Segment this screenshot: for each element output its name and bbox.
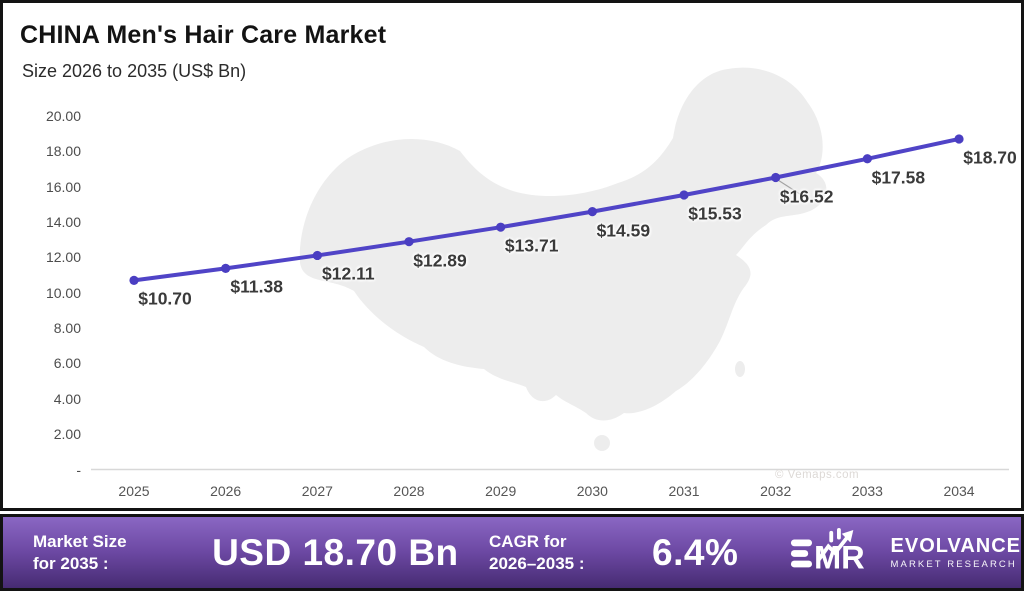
x-axis-tick: 2025 xyxy=(118,483,150,499)
data-point-marker xyxy=(587,207,597,217)
label-leader-line xyxy=(778,180,805,198)
y-axis-tick: 16.00 xyxy=(45,178,81,195)
emr-logo-tagline: MARKET RESEARCH xyxy=(890,558,1017,570)
chart-panel: CHINA Men's Hair Care Market Size 2026 t… xyxy=(0,0,1024,511)
data-point-marker xyxy=(771,172,781,183)
data-point-marker xyxy=(496,222,506,232)
data-point-label: $10.70 xyxy=(138,288,192,309)
cagr-label-line2: 2026–2035 : xyxy=(489,553,585,573)
x-axis-tick: 2031 xyxy=(668,483,700,499)
data-point-label: $14.59 xyxy=(596,220,651,241)
x-axis-tick: 2032 xyxy=(760,483,792,499)
x-axis-tick: 2030 xyxy=(576,483,608,499)
data-point-marker xyxy=(862,154,872,164)
emr-logo-mark-icon: MR xyxy=(790,527,864,575)
data-point-marker xyxy=(129,275,139,285)
china-map-watermark xyxy=(288,63,888,463)
y-axis-tick: 14.00 xyxy=(45,214,81,231)
market-size-label: Market Size for 2035 : xyxy=(33,531,182,574)
vemaps-watermark: © Vemaps.com xyxy=(775,469,860,481)
data-point-marker xyxy=(679,190,689,200)
cagr-label: CAGR for 2026–2035 : xyxy=(489,531,616,574)
y-axis-tick: - xyxy=(76,461,81,478)
data-point-marker xyxy=(404,237,414,247)
emr-logo: MR EVOLVANCE MARKET RESEARCH xyxy=(789,527,1022,579)
summary-banner: Market Size for 2035 : USD 18.70 Bn CAGR… xyxy=(0,514,1024,591)
data-point-label: $13.71 xyxy=(504,235,559,256)
y-axis-tick: 12.00 xyxy=(45,249,81,266)
data-point-marker xyxy=(221,263,231,273)
x-axis-tick: 2034 xyxy=(943,483,975,499)
data-point-marker xyxy=(312,250,322,261)
data-point-label: $11.38 xyxy=(230,276,283,297)
x-axis-tick: 2033 xyxy=(851,483,883,499)
x-axis-tick: 2028 xyxy=(393,483,425,499)
x-axis-tick: 2029 xyxy=(485,483,517,499)
y-axis-tick: 6.00 xyxy=(53,355,81,372)
china-map-icon xyxy=(299,67,827,451)
data-point-marker xyxy=(954,134,964,144)
y-axis-tick: 18.00 xyxy=(45,143,81,160)
emr-logo-name: EVOLVANCE xyxy=(890,534,1022,557)
data-point-label: $15.53 xyxy=(688,203,742,224)
data-point-label: $12.11 xyxy=(322,263,375,284)
market-size-label-line1: Market Size xyxy=(33,532,127,552)
x-axis-tick: 2026 xyxy=(210,483,242,499)
y-axis-tick: 8.00 xyxy=(53,320,81,337)
line-chart xyxy=(91,134,1009,471)
x-axis-tick: 2027 xyxy=(301,483,333,499)
emr-logo-text: EVOLVANCE MARKET RESEARCH xyxy=(891,536,1022,570)
page-subtitle: Size 2026 to 2035 (US$ Bn) xyxy=(22,61,247,81)
page-title: CHINA Men's Hair Care Market xyxy=(20,21,387,49)
data-point-label: $18.70 xyxy=(963,147,1017,168)
market-size-value: USD 18.70 Bn xyxy=(212,531,459,573)
y-axis-tick: 10.00 xyxy=(45,284,81,301)
y-axis-tick: 2.00 xyxy=(53,426,81,443)
y-axis-tick: 20.00 xyxy=(45,108,81,124)
data-point-label: $17.58 xyxy=(871,167,926,188)
series-line xyxy=(132,136,962,283)
cagr-label-line1: CAGR for xyxy=(489,532,567,552)
cagr-value: 6.4% xyxy=(652,531,739,573)
data-point-label: $12.89 xyxy=(413,250,467,271)
y-axis-tick: 4.00 xyxy=(53,390,81,407)
market-size-label-line2: for 2035 : xyxy=(33,553,109,573)
data-point-label: $16.52 xyxy=(779,186,834,206)
